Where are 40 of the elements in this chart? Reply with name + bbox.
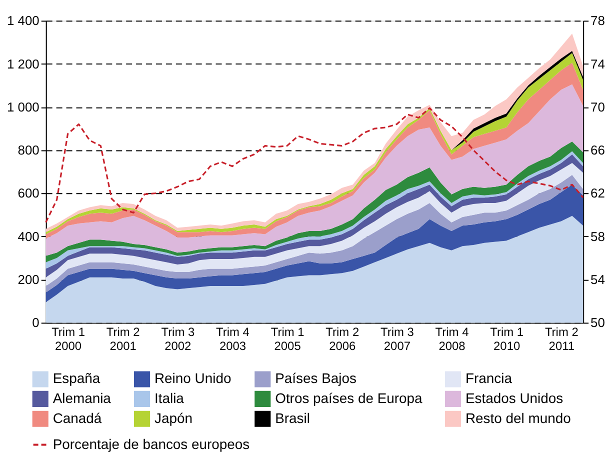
legend-label: España bbox=[52, 370, 100, 386]
legend-label: Países Bajos bbox=[275, 370, 356, 386]
y2-tick-label: 70 bbox=[590, 99, 605, 114]
y-tick-label: 200 bbox=[18, 272, 40, 288]
y2-tick-label: 62 bbox=[590, 186, 605, 201]
legend-label: Italia bbox=[154, 390, 184, 406]
y2-tick-label: 50 bbox=[590, 315, 605, 330]
y-tick-label: 1 400 bbox=[6, 13, 40, 28]
x-tick-label: Trim 2 2001 bbox=[106, 325, 140, 354]
line-series bbox=[45, 107, 584, 224]
y2-tick-label: 74 bbox=[590, 56, 605, 72]
x-tick-label: Trim 2 2006 bbox=[326, 325, 360, 354]
y2-tick-label: 54 bbox=[590, 272, 605, 288]
legend-label: Brasil bbox=[275, 410, 310, 426]
y2-tick-label: 78 bbox=[590, 13, 605, 28]
y2-tick-label: 58 bbox=[590, 228, 605, 244]
y-tick-label: 800 bbox=[18, 142, 40, 158]
legend-label: Reino Unido bbox=[154, 370, 232, 386]
legend-label: Otros países de Europa bbox=[275, 390, 423, 406]
x-tick-label: Trim 4 2003 bbox=[216, 325, 250, 354]
y-tick-label: 600 bbox=[18, 186, 40, 201]
legend-label: Japón bbox=[154, 410, 192, 426]
legend-label: Canadá bbox=[52, 410, 102, 426]
legend-label: Alemania bbox=[52, 390, 112, 406]
legend-label: Estados Unidos bbox=[465, 390, 564, 406]
x-tick-label: Trim 1 2000 bbox=[52, 325, 86, 354]
y-tick-label: 0 bbox=[32, 315, 40, 330]
x-tick-label: Trim 3 2002 bbox=[161, 325, 195, 354]
legend-label: Porcentaje de bancos europeos bbox=[52, 436, 250, 452]
y-tick-label: 1 200 bbox=[6, 56, 40, 72]
x-tick-label: Trim 3 2007 bbox=[380, 325, 414, 354]
x-tick-label: Trim 4 2008 bbox=[435, 325, 470, 354]
legend-label: Resto del mundo bbox=[465, 410, 572, 426]
x-tick-label: Trim 1 2005 bbox=[270, 325, 305, 354]
y-tick-label: 1 000 bbox=[6, 99, 40, 114]
y2-tick-label: 66 bbox=[590, 142, 605, 158]
legend-label: Francia bbox=[465, 370, 512, 386]
x-tick-label: Trim 2 2011 bbox=[544, 325, 579, 354]
x-tick-label: Trim 1 2010 bbox=[490, 325, 524, 354]
y-tick-label: 400 bbox=[18, 228, 40, 244]
